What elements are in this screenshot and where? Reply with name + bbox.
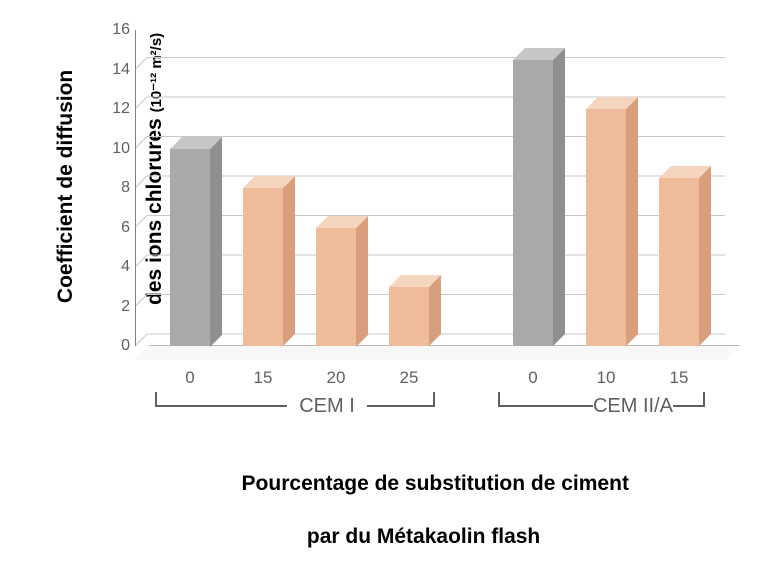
y-tick-label: 16 [100, 21, 130, 39]
bar [243, 188, 283, 346]
group-label: CEM I [299, 395, 355, 418]
diffusion-bar-chart: Coefficient de diffusion des ions chloru… [0, 0, 765, 510]
bar [316, 228, 356, 347]
y-tick-label: 14 [100, 61, 130, 79]
y-tick-label: 8 [100, 179, 130, 197]
x-tick-label: 20 [327, 368, 346, 388]
bar [170, 149, 210, 347]
x-axis-title-line1: Pourcentage de substitution de ciment [242, 472, 629, 495]
x-tick-label: 0 [528, 368, 537, 388]
plot-area [135, 30, 725, 360]
y-axis-title-line1: Coefficient de diffusion [53, 33, 78, 340]
plot-floor [135, 345, 740, 360]
x-tick-label: 15 [254, 368, 273, 388]
x-axis-title-line2: par du Métakaolin flash [307, 525, 540, 548]
y-tick-label: 0 [100, 337, 130, 355]
x-tick-label: 15 [670, 368, 689, 388]
x-tick-label: 0 [185, 368, 194, 388]
x-tick-label: 25 [400, 368, 419, 388]
bar [659, 178, 699, 346]
group-bracket [155, 392, 435, 418]
bar [389, 287, 429, 346]
y-tick-label: 6 [100, 219, 130, 237]
x-tick-label: 10 [597, 368, 616, 388]
y-tick-label: 4 [100, 258, 130, 276]
y-tick-label: 2 [100, 298, 130, 316]
bar [586, 109, 626, 346]
y-tick-label: 12 [100, 100, 130, 118]
group-label: CEM II/A [593, 395, 673, 418]
y-tick-label: 10 [100, 140, 130, 158]
x-axis-title: Pourcentage de substitution de ciment pa… [218, 445, 629, 576]
bar [513, 60, 553, 346]
